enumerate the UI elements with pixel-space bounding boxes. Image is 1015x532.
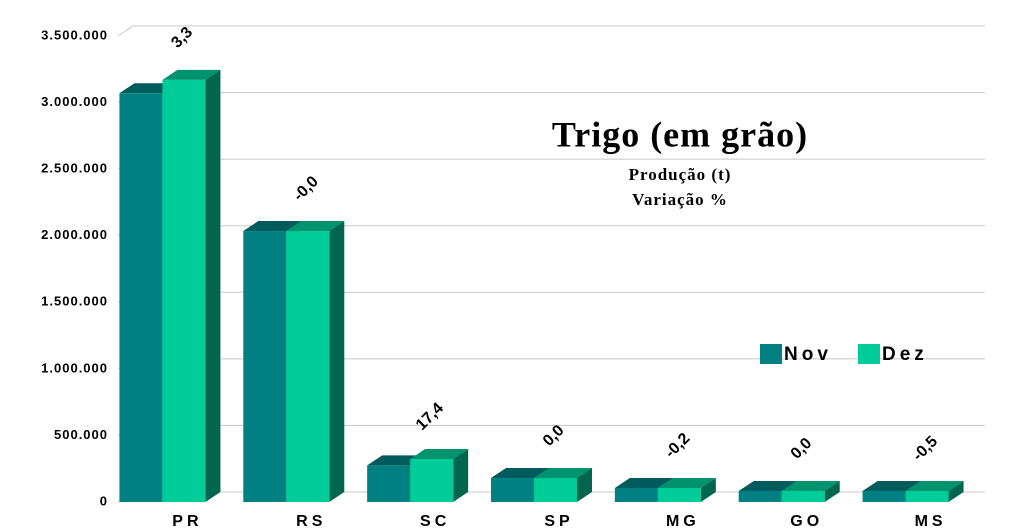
bar-top <box>410 448 469 459</box>
bar-side <box>577 468 592 502</box>
bar-top <box>905 480 964 491</box>
bar-front <box>162 79 206 503</box>
annotation: 0,0 <box>540 422 568 450</box>
bar-front <box>905 490 949 502</box>
x-tick-label: MS <box>915 513 947 530</box>
bar-front <box>367 465 411 502</box>
bar-side <box>700 478 716 502</box>
y-tick-label: 0 <box>100 493 108 508</box>
legend-label: Dez <box>882 344 928 365</box>
y-tick-label: 2.500.000 <box>41 161 108 176</box>
legend-swatch <box>760 344 782 364</box>
bar-top <box>243 221 302 232</box>
bar <box>286 221 345 502</box>
bar-top <box>162 69 221 80</box>
bar-side <box>948 480 964 502</box>
bar <box>905 480 964 502</box>
y-tick-label: 1.500.000 <box>41 294 108 309</box>
bar-top <box>657 478 716 489</box>
bar-front <box>534 478 577 502</box>
bar-top <box>614 478 673 489</box>
x-tick-label: MG <box>666 513 700 530</box>
bar-front <box>286 231 330 502</box>
bar-top <box>862 480 921 491</box>
bar-top <box>781 480 840 491</box>
bar-front <box>781 490 825 502</box>
x-tick-label: SC <box>420 513 450 530</box>
y-tick-label: 2.000.000 <box>41 227 108 242</box>
y-tick-label: 3.500.000 <box>41 27 108 42</box>
bar <box>781 480 840 502</box>
bar <box>162 69 221 503</box>
bar-front <box>614 488 658 502</box>
annotation: 3,3 <box>168 24 196 52</box>
chart-subtitle: Produção (t) <box>629 165 732 184</box>
bar-side <box>329 221 345 502</box>
bar-top <box>738 480 797 491</box>
bar-front <box>862 490 906 502</box>
bar-top <box>286 221 345 232</box>
x-tick-label: PR <box>172 513 202 530</box>
y-tick-label: 3.000.000 <box>41 94 108 109</box>
y-tick-label: 500.000 <box>54 427 108 442</box>
annotation: 0,0 <box>788 435 816 463</box>
bar-front <box>410 458 454 502</box>
bar-side <box>824 480 840 502</box>
bar-front <box>657 488 701 502</box>
bar-side <box>205 69 221 503</box>
bar-side <box>453 448 469 502</box>
x-tick-label: RS <box>296 513 326 530</box>
chart-title: Trigo (em grão) <box>552 114 808 154</box>
legend-swatch <box>858 344 880 364</box>
grid-line <box>117 158 985 170</box>
bar-front <box>119 93 163 502</box>
legend-label: Nov <box>784 344 832 365</box>
grid-line <box>117 25 985 37</box>
bar-front <box>243 231 287 502</box>
annotation: -0,5 <box>910 433 942 465</box>
bar <box>410 448 469 502</box>
bar-front <box>738 490 782 502</box>
bar-top <box>491 468 549 479</box>
annotation: -0,2 <box>662 430 694 462</box>
bar <box>534 468 592 502</box>
x-tick-label: SP <box>544 513 573 530</box>
bar-front <box>491 478 534 502</box>
x-tick-label: GO <box>790 513 823 530</box>
bar <box>657 478 716 502</box>
annotation: -0,0 <box>290 173 322 205</box>
chart-subtitle: Variação % <box>632 190 728 209</box>
grid-line <box>117 92 985 103</box>
annotation: 17,4 <box>413 400 447 434</box>
y-tick-label: 1.000.000 <box>41 360 108 375</box>
bar-top <box>534 468 592 479</box>
